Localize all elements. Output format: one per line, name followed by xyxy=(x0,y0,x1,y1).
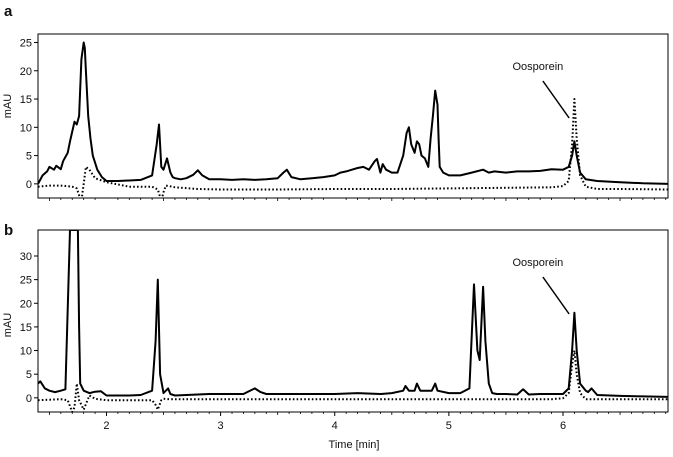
panel-a-y-tick-label: 5 xyxy=(26,151,32,163)
panel-a-y-tick-label: 0 xyxy=(26,179,32,191)
panel-b-oosporein-pointer xyxy=(542,276,570,315)
panel-b-plot-frame xyxy=(37,229,669,413)
panel-b-x-tick-label: 3 xyxy=(218,420,224,432)
panel-b-y-tick-label: 25 xyxy=(20,275,32,287)
panel-b-y-tick-label: 5 xyxy=(26,369,32,381)
panel-a-series-solid xyxy=(38,41,668,185)
panel-a-series-dotted xyxy=(38,98,668,198)
panel-b-ylabel: mAU xyxy=(2,313,14,338)
panel-a-oosporein-pointer xyxy=(542,80,570,119)
panel-a-y-tick-label: 25 xyxy=(20,37,32,49)
panel-a-y-tick-label: 20 xyxy=(20,66,32,78)
panel-b-oosporein-label: Oosporein xyxy=(513,257,564,269)
panel-b-y-tick-label: 0 xyxy=(26,393,32,405)
panel-b-series-dotted xyxy=(38,349,668,412)
panel-b-xlabel: Time [min] xyxy=(329,439,380,451)
panel-b-y-tick-label: 30 xyxy=(20,251,32,263)
panel-a-oosporein-label: Oosporein xyxy=(513,61,564,73)
panel-b-letter: b xyxy=(4,222,13,239)
panel-a-y-tick-label: 10 xyxy=(20,122,32,134)
panel-b-series-solid xyxy=(38,230,668,398)
panel-b: b mAU Time [min] 0 5 10 15 20 25 30 2 3 4 5 6 Oospor… xyxy=(2,222,669,451)
panel-b-x-tick-label: 6 xyxy=(560,420,566,432)
panel-b-y-tick-label: 15 xyxy=(20,322,32,334)
panel-a-y-tick-label: 15 xyxy=(20,94,32,106)
panel-a: a mAU 0 5 10 15 20 25 Oosporein xyxy=(2,3,669,201)
panel-b-y-tick-label: 20 xyxy=(20,298,32,310)
panel-b-x-tick-label: 4 xyxy=(332,420,338,432)
panel-b-x-tick-label: 2 xyxy=(103,420,109,432)
panel-a-ylabel: mAU xyxy=(2,94,14,119)
panel-a-letter: a xyxy=(4,3,13,20)
panel-b-x-tick-label: 5 xyxy=(446,420,452,432)
panel-a-plot-frame xyxy=(37,33,669,199)
panel-b-y-tick-label: 10 xyxy=(20,346,32,358)
